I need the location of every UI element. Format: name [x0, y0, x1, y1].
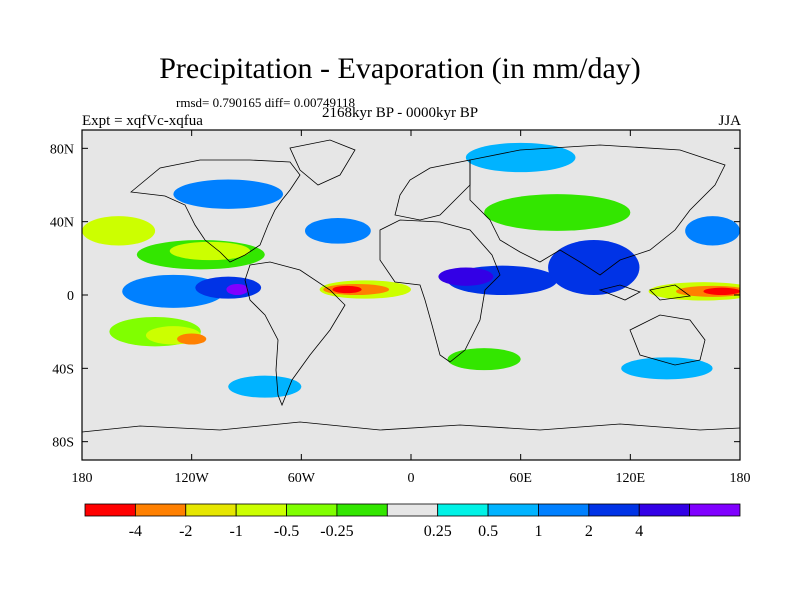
field-anomaly-22: [173, 179, 284, 209]
precip-evap-field: [82, 142, 740, 398]
field-anomaly-23: [465, 142, 576, 173]
colorbar-box-8: [487, 503, 539, 517]
colorbar-box-11: [638, 503, 691, 517]
field-anomaly-2: [226, 284, 249, 295]
lon-label-1: 120W: [175, 471, 210, 486]
latitude-labels: 80N 40N 0 40S 80S: [50, 142, 74, 450]
coastlines: [82, 139, 740, 433]
colorbar-box-1: [134, 503, 187, 517]
colorbar-label-3: -0.5: [274, 523, 299, 540]
colorbar-box-7: [437, 503, 489, 517]
season-label: JJA: [718, 113, 741, 129]
colorbar-label-0: -4: [129, 523, 142, 540]
colorbar-box-0: [84, 503, 136, 517]
colorbar-label-6: 0.5: [478, 523, 498, 540]
colorbar-label-4: -0.25: [320, 523, 353, 540]
colorbar-box-3: [235, 503, 287, 517]
colorbar-box-6: [386, 503, 439, 517]
colorbar-label-1: -2: [179, 523, 192, 540]
lon-label-3: 0: [408, 471, 415, 486]
colorbar-box-12: [689, 503, 741, 517]
lat-label-0: 80N: [50, 142, 74, 157]
field-anomaly-21: [304, 218, 371, 244]
field-anomaly-17: [484, 194, 631, 231]
field-anomaly-19: [685, 216, 740, 246]
field-anomaly-20: [447, 348, 521, 371]
colorbar-label-8: 2: [585, 523, 593, 540]
lat-label-1: 40N: [50, 216, 74, 231]
axis-ticks: [81, 130, 741, 460]
field-anomaly-10: [548, 240, 640, 295]
colorbar: -4 -2 -1 -0.5 -0.25 0.25 0.5 1 2 4: [84, 503, 741, 540]
colorbar-box-10: [588, 503, 640, 517]
colorbar-box-9: [538, 503, 590, 517]
field-anomaly-9: [438, 267, 494, 286]
lon-label-4: 60E: [509, 471, 532, 486]
lon-label-6: 180: [730, 471, 751, 486]
field-anomaly-16: [177, 333, 207, 345]
lon-label-5: 120E: [616, 471, 646, 486]
lon-label-0: 180: [72, 471, 93, 486]
rmsd-diff-stats: rmsd= 0.790165 diff= 0.00749118: [176, 95, 355, 110]
period-label: 2168kyr BP - 0000kyr BP: [322, 105, 479, 121]
colorbar-box-5: [336, 503, 388, 517]
colorbar-label-5: 0.25: [424, 523, 452, 540]
longitude-labels: 180 120W 60W 0 60E 120E 180: [72, 471, 751, 486]
colorbar-box-4: [286, 503, 338, 517]
experiment-label: Expt = xqfVc-xqfua: [82, 113, 203, 129]
colorbar-box-2: [185, 503, 237, 517]
lat-label-4: 80S: [52, 436, 74, 451]
field-anomaly-25: [621, 357, 713, 380]
plot-area: [81, 129, 741, 461]
lon-label-2: 60W: [288, 471, 316, 486]
field-anomaly-18: [82, 216, 156, 246]
lat-label-2: 0: [67, 289, 74, 304]
colorbar-label-2: -1: [229, 523, 242, 540]
colorbar-label-7: 1: [534, 523, 542, 540]
field-anomaly-4: [169, 241, 251, 261]
map-title: Precipitation - Evaporation (in mm/day): [159, 52, 641, 85]
colorbar-label-9: 4: [635, 523, 643, 540]
lat-label-3: 40S: [52, 362, 74, 377]
field-anomaly-7: [332, 285, 362, 294]
field-anomaly-13: [703, 287, 740, 296]
field-anomaly-24: [228, 375, 302, 398]
